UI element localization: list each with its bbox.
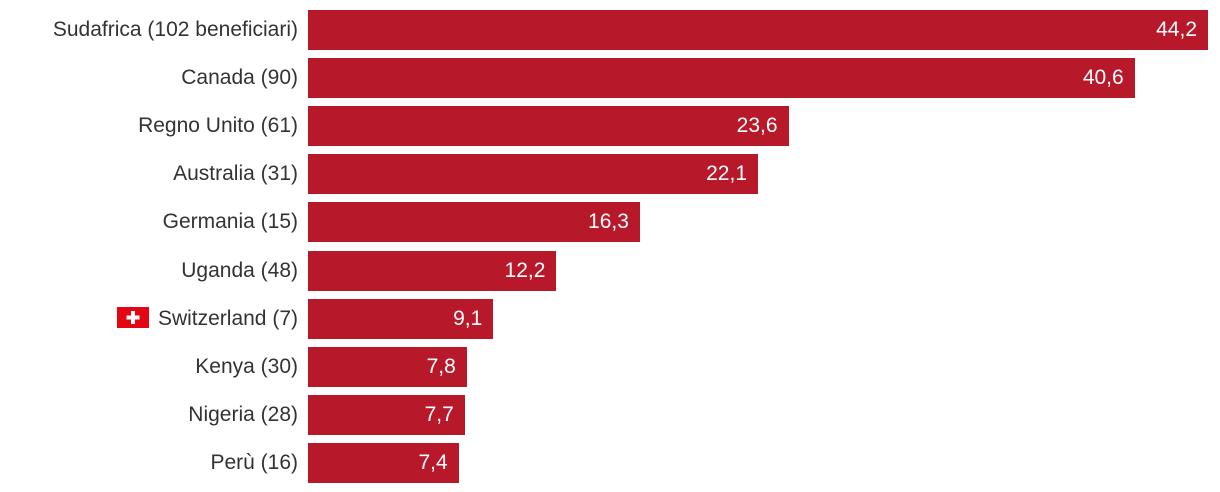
- bar-row: Australia (31) 22,1: [0, 154, 1220, 195]
- category-label-text: Germania (15): [162, 210, 298, 234]
- bar-row: Nigeria (28) 7,7: [0, 394, 1220, 435]
- bar-row: Kenya (30) 7,8: [0, 346, 1220, 387]
- category-label: Uganda (48): [181, 251, 298, 291]
- category-label: Kenya (30): [195, 347, 298, 387]
- bar: [308, 154, 758, 195]
- category-label: Perù (16): [210, 443, 298, 483]
- value-label: 7,8: [426, 354, 456, 378]
- bar: [308, 58, 1135, 99]
- bar: [308, 394, 465, 435]
- category-label-text: Regno Unito (61): [138, 114, 298, 138]
- category-label: Regno Unito (61): [138, 106, 298, 146]
- category-label-text: Sudafrica (102 beneficiari): [52, 18, 298, 41]
- bar: [308, 298, 494, 339]
- category-label-text: Australia (31): [173, 162, 298, 186]
- swiss-flag-icon: [116, 306, 149, 328]
- value-label: 44,2: [1156, 18, 1197, 41]
- value-label: 12,2: [504, 258, 546, 282]
- category-label: Nigeria (28): [188, 395, 298, 435]
- bar-row: Perù (16) 7,4: [0, 442, 1220, 483]
- bar-row: Uganda (48) 12,2: [0, 250, 1220, 291]
- bar: [308, 250, 557, 291]
- category-label: Canada (90): [181, 58, 298, 98]
- category-label: Germania (15): [163, 202, 298, 242]
- value-label: 7,4: [418, 450, 448, 474]
- bar-row: Regno Unito (61) 23,6: [0, 106, 1220, 147]
- bar-row: Germania (15) 16,3: [0, 202, 1220, 243]
- bar: [308, 10, 1208, 50]
- bar-row: Switzerland (7) 9,1: [0, 298, 1220, 339]
- value-label: 9,1: [453, 306, 483, 330]
- value-label: 23,6: [736, 114, 778, 138]
- category-label-text: Switzerland (7): [157, 306, 298, 330]
- bar-row: Sudafrica (102 beneficiari) 44,2: [0, 10, 1220, 50]
- bar: [308, 106, 789, 147]
- value-label: 40,6: [1082, 66, 1124, 90]
- category-label-text: Nigeria (28): [188, 402, 298, 426]
- category-label: Sudafrica (102 beneficiari): [53, 10, 298, 50]
- value-label: 7,7: [424, 402, 454, 426]
- value-label: 16,3: [588, 210, 629, 234]
- category-label-text: Perù (16): [210, 450, 298, 474]
- category-label-text: Kenya (30): [195, 354, 298, 378]
- category-label-text: Canada (90): [181, 66, 298, 90]
- category-label: Australia (31): [173, 154, 298, 194]
- bar: [308, 442, 459, 483]
- bar: [308, 346, 467, 387]
- category-label-text: Uganda (48): [181, 258, 298, 282]
- value-label: 22,1: [706, 162, 747, 186]
- bar-row: Canada (90) 40,6: [0, 58, 1220, 99]
- bar: [308, 202, 640, 243]
- category-label: Switzerland (7): [116, 299, 298, 339]
